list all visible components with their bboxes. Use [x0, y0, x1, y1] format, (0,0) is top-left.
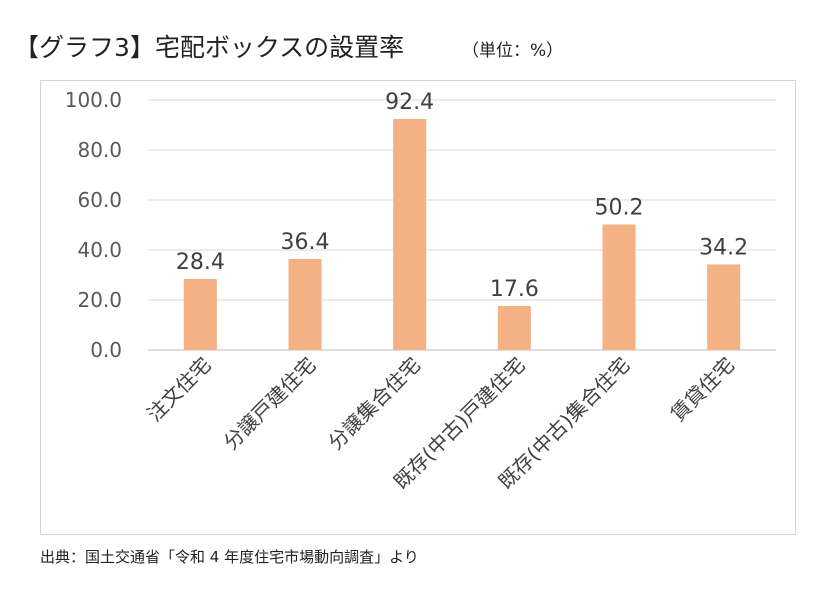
data-label: 17.6 [490, 277, 539, 302]
category-label: 分譲戸建住宅 [219, 353, 321, 455]
chart-title: 【グラフ3】宅配ボックスの設置率 [14, 33, 405, 62]
y-tick-label: 80.0 [77, 138, 122, 162]
data-label: 36.4 [281, 230, 330, 255]
bar [602, 224, 636, 350]
y-tick-label: 20.0 [77, 288, 122, 312]
y-tick-label: 0.0 [90, 338, 122, 362]
bar [497, 306, 531, 350]
y-tick-label: 60.0 [77, 188, 122, 212]
bar [393, 119, 427, 350]
data-label: 34.2 [699, 236, 748, 261]
bar [707, 264, 741, 350]
y-tick-label: 100.0 [65, 88, 122, 112]
data-label: 28.4 [176, 250, 225, 275]
category-label: 賃貸住宅 [666, 353, 740, 427]
source-note: 出典：国土交通省「令和 4 年度住宅市場動向調査」より [40, 548, 419, 566]
chart-frame [40, 80, 796, 535]
data-label: 50.2 [595, 196, 644, 221]
y-tick-label: 40.0 [77, 238, 122, 262]
data-label: 92.4 [385, 90, 434, 115]
unit-label: （単位：%） [462, 41, 564, 61]
bar [288, 259, 322, 350]
category-label: 分譲集合住宅 [323, 353, 425, 455]
category-label: 注文住宅 [142, 353, 216, 427]
bar [183, 279, 217, 350]
